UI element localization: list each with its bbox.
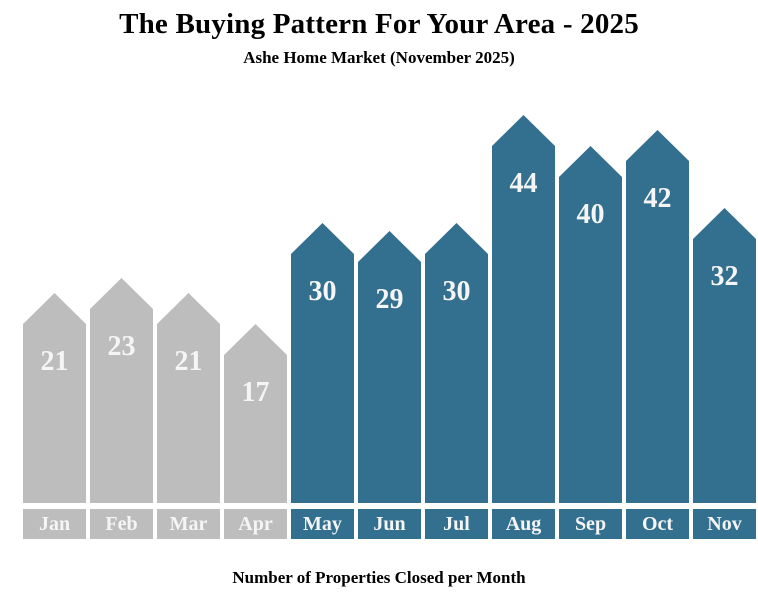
month-label-mar: Mar [157, 509, 220, 539]
bar-value-mar: 21 [174, 346, 203, 377]
bar-jan: 21 [23, 293, 86, 503]
month-label-jun: Jun [358, 509, 421, 539]
bar-value-aug: 44 [509, 168, 538, 199]
chart-subtitle: Ashe Home Market (November 2025) [243, 48, 515, 67]
bar-may: 30 [291, 223, 354, 503]
bar-value-sep: 40 [576, 199, 605, 230]
month-label-aug: Aug [492, 509, 555, 539]
bar-value-feb: 23 [107, 331, 136, 362]
bar-value-jun: 29 [375, 284, 404, 315]
month-label-sep: Sep [559, 509, 622, 539]
month-label-oct: Oct [626, 509, 689, 539]
bar-nov: 32 [693, 208, 756, 503]
month-label-feb: Feb [90, 509, 153, 539]
bar-jul: 30 [425, 223, 488, 503]
bars-area: 21 23 21 17 30 29 30 44 40 42 32 [23, 0, 756, 503]
bar-value-apr: 17 [241, 377, 270, 408]
x-axis-label: Number of Properties Closed per Month [232, 568, 526, 587]
month-label-jan: Jan [23, 509, 86, 539]
bar-aug: 44 [492, 115, 555, 503]
bar-sep: 40 [559, 146, 622, 503]
bar-value-jul: 30 [442, 276, 471, 307]
month-label-nov: Nov [693, 509, 756, 539]
bar-value-may: 30 [308, 276, 337, 307]
bar-jun: 29 [358, 231, 421, 503]
bar-mar: 21 [157, 293, 220, 503]
chart-title: The Buying Pattern For Your Area - 2025 [119, 8, 639, 40]
month-axis: Jan Feb Mar Apr May Jun Jul Aug Sep Oct Nov [23, 509, 756, 539]
month-label-jul: Jul [425, 509, 488, 539]
month-label-may: May [291, 509, 354, 539]
month-label-apr: Apr [224, 509, 287, 539]
bar-value-jan: 21 [40, 346, 69, 377]
bar-value-nov: 32 [710, 261, 739, 292]
bar-value-oct: 42 [643, 183, 672, 214]
bar-oct: 42 [626, 130, 689, 503]
bar-apr: 17 [224, 324, 287, 503]
bar-feb: 23 [90, 278, 153, 503]
